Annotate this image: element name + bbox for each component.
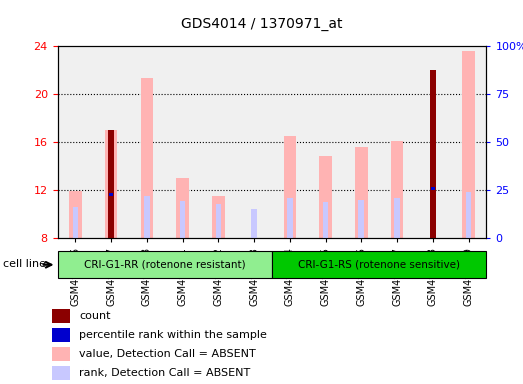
Bar (355, 147, 368, 238)
Bar (69, 191, 82, 238)
Bar (144, 196, 150, 238)
Bar (52, 366, 70, 380)
Bar (109, 194, 113, 196)
Bar (431, 187, 435, 190)
Bar (105, 130, 117, 238)
Bar (108, 130, 114, 238)
Bar (251, 209, 257, 238)
Bar (141, 78, 153, 238)
FancyBboxPatch shape (272, 251, 486, 278)
Bar (287, 199, 293, 238)
Text: CRI-G1-RR (rotenone resistant): CRI-G1-RR (rotenone resistant) (84, 260, 246, 270)
Bar (430, 70, 436, 238)
FancyBboxPatch shape (58, 251, 272, 278)
Text: GDS4014 / 1370971_at: GDS4014 / 1370971_at (181, 17, 342, 31)
Bar (430, 194, 436, 238)
Bar (323, 202, 328, 238)
Bar (52, 328, 70, 342)
Bar (465, 192, 471, 238)
Bar (108, 199, 114, 238)
Text: percentile rank within the sample: percentile rank within the sample (79, 330, 267, 340)
Text: CRI-G1-RS (rotenone sensitive): CRI-G1-RS (rotenone sensitive) (298, 260, 460, 270)
Bar (52, 347, 70, 361)
Bar (180, 201, 186, 238)
Bar (215, 204, 221, 238)
Bar (283, 136, 296, 238)
Text: count: count (79, 311, 111, 321)
Bar (394, 199, 400, 238)
Bar (462, 51, 475, 238)
Bar (358, 200, 364, 238)
Text: rank, Detection Call = ABSENT: rank, Detection Call = ABSENT (79, 368, 251, 378)
Bar (73, 207, 78, 238)
Bar (212, 196, 224, 238)
Bar (391, 141, 403, 238)
Bar (176, 178, 189, 238)
Bar (52, 309, 70, 323)
Bar (320, 157, 332, 238)
Text: value, Detection Call = ABSENT: value, Detection Call = ABSENT (79, 349, 256, 359)
Text: cell line: cell line (3, 259, 46, 269)
